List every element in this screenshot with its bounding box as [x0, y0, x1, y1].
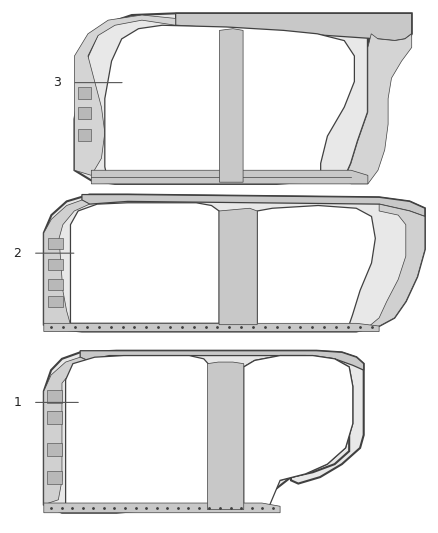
Polygon shape — [219, 208, 257, 325]
Bar — [78, 130, 92, 141]
Bar — [47, 390, 62, 402]
Polygon shape — [82, 195, 425, 216]
Bar — [48, 259, 63, 270]
Bar — [47, 471, 62, 483]
Polygon shape — [244, 356, 353, 506]
Polygon shape — [219, 29, 243, 182]
Text: 2: 2 — [14, 247, 21, 260]
Bar — [78, 87, 92, 99]
Polygon shape — [344, 34, 412, 184]
Polygon shape — [80, 351, 364, 370]
Bar — [48, 238, 63, 249]
Bar — [47, 443, 62, 456]
Bar — [48, 279, 63, 290]
Polygon shape — [74, 13, 412, 184]
Bar — [47, 410, 62, 424]
Polygon shape — [74, 15, 176, 175]
Bar — [78, 107, 92, 119]
Polygon shape — [176, 13, 412, 41]
Text: 3: 3 — [53, 76, 61, 89]
Polygon shape — [105, 25, 354, 182]
Polygon shape — [66, 356, 211, 506]
Polygon shape — [208, 362, 244, 510]
Polygon shape — [44, 351, 364, 513]
Polygon shape — [349, 204, 425, 332]
Polygon shape — [44, 195, 425, 332]
Polygon shape — [71, 203, 219, 324]
Text: 1: 1 — [14, 396, 21, 409]
Polygon shape — [44, 324, 379, 332]
Bar — [48, 296, 63, 307]
Polygon shape — [92, 170, 368, 184]
Polygon shape — [44, 503, 280, 513]
Polygon shape — [257, 206, 375, 326]
Polygon shape — [44, 357, 88, 505]
Polygon shape — [44, 200, 89, 325]
